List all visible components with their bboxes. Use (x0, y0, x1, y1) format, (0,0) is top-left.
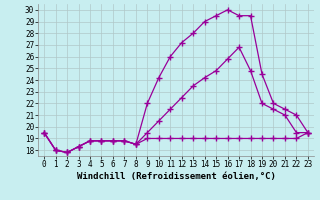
X-axis label: Windchill (Refroidissement éolien,°C): Windchill (Refroidissement éolien,°C) (76, 172, 276, 181)
